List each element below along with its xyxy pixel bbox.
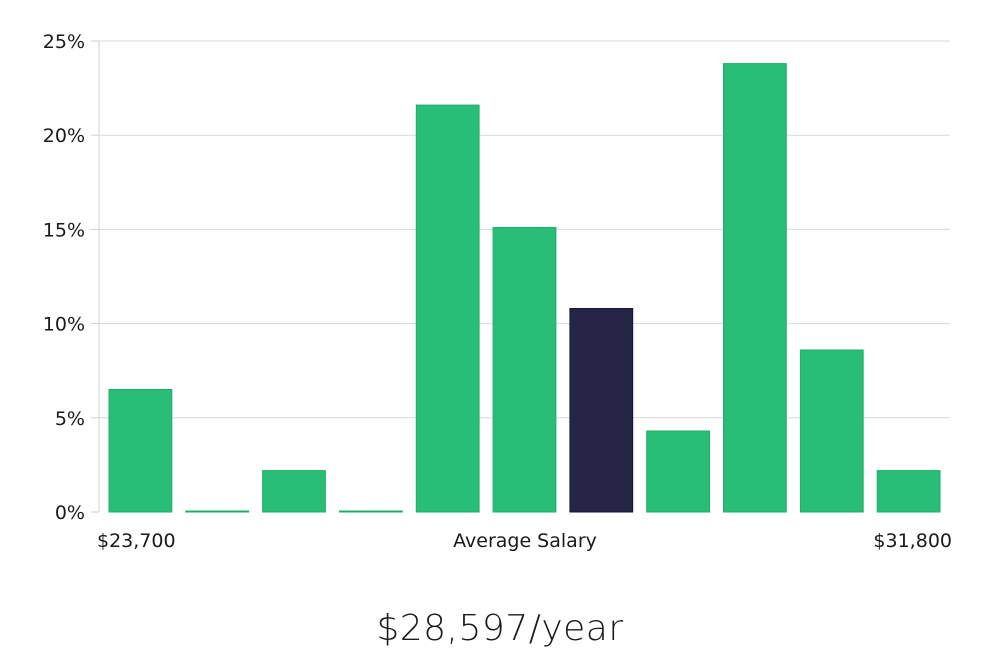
bars [108, 63, 941, 513]
bar [646, 430, 711, 513]
bar [492, 227, 557, 513]
bar-average-salary [569, 308, 634, 513]
y-tick-label: 10% [43, 314, 85, 336]
x-max-label: $31,800 [873, 530, 952, 552]
bar [415, 104, 480, 513]
bar [185, 510, 250, 513]
bar [723, 63, 787, 513]
x-axis-labels: $23,700 Average Salary $31,800 [97, 530, 952, 552]
y-tick-labels: 0% 5% 10% 15% 20% 25% [43, 31, 85, 524]
y-axis [91, 40, 100, 513]
bar [339, 510, 403, 513]
y-tick-label: 5% [55, 408, 85, 430]
average-salary-value: $28,597/year [376, 608, 624, 649]
y-tick-label: 15% [43, 219, 85, 241]
y-tick-label: 0% [55, 502, 85, 524]
y-tick-label: 25% [43, 31, 85, 53]
bar [876, 470, 941, 513]
x-min-label: $23,700 [97, 530, 176, 552]
salary-distribution-chart: 0% 5% 10% 15% 20% 25% $23,700 Average Salary … [43, 31, 952, 552]
bar [262, 470, 326, 513]
x-center-label: Average Salary [453, 530, 597, 552]
bar [108, 389, 173, 513]
bar [799, 349, 864, 513]
y-tick-label: 20% [43, 125, 85, 147]
